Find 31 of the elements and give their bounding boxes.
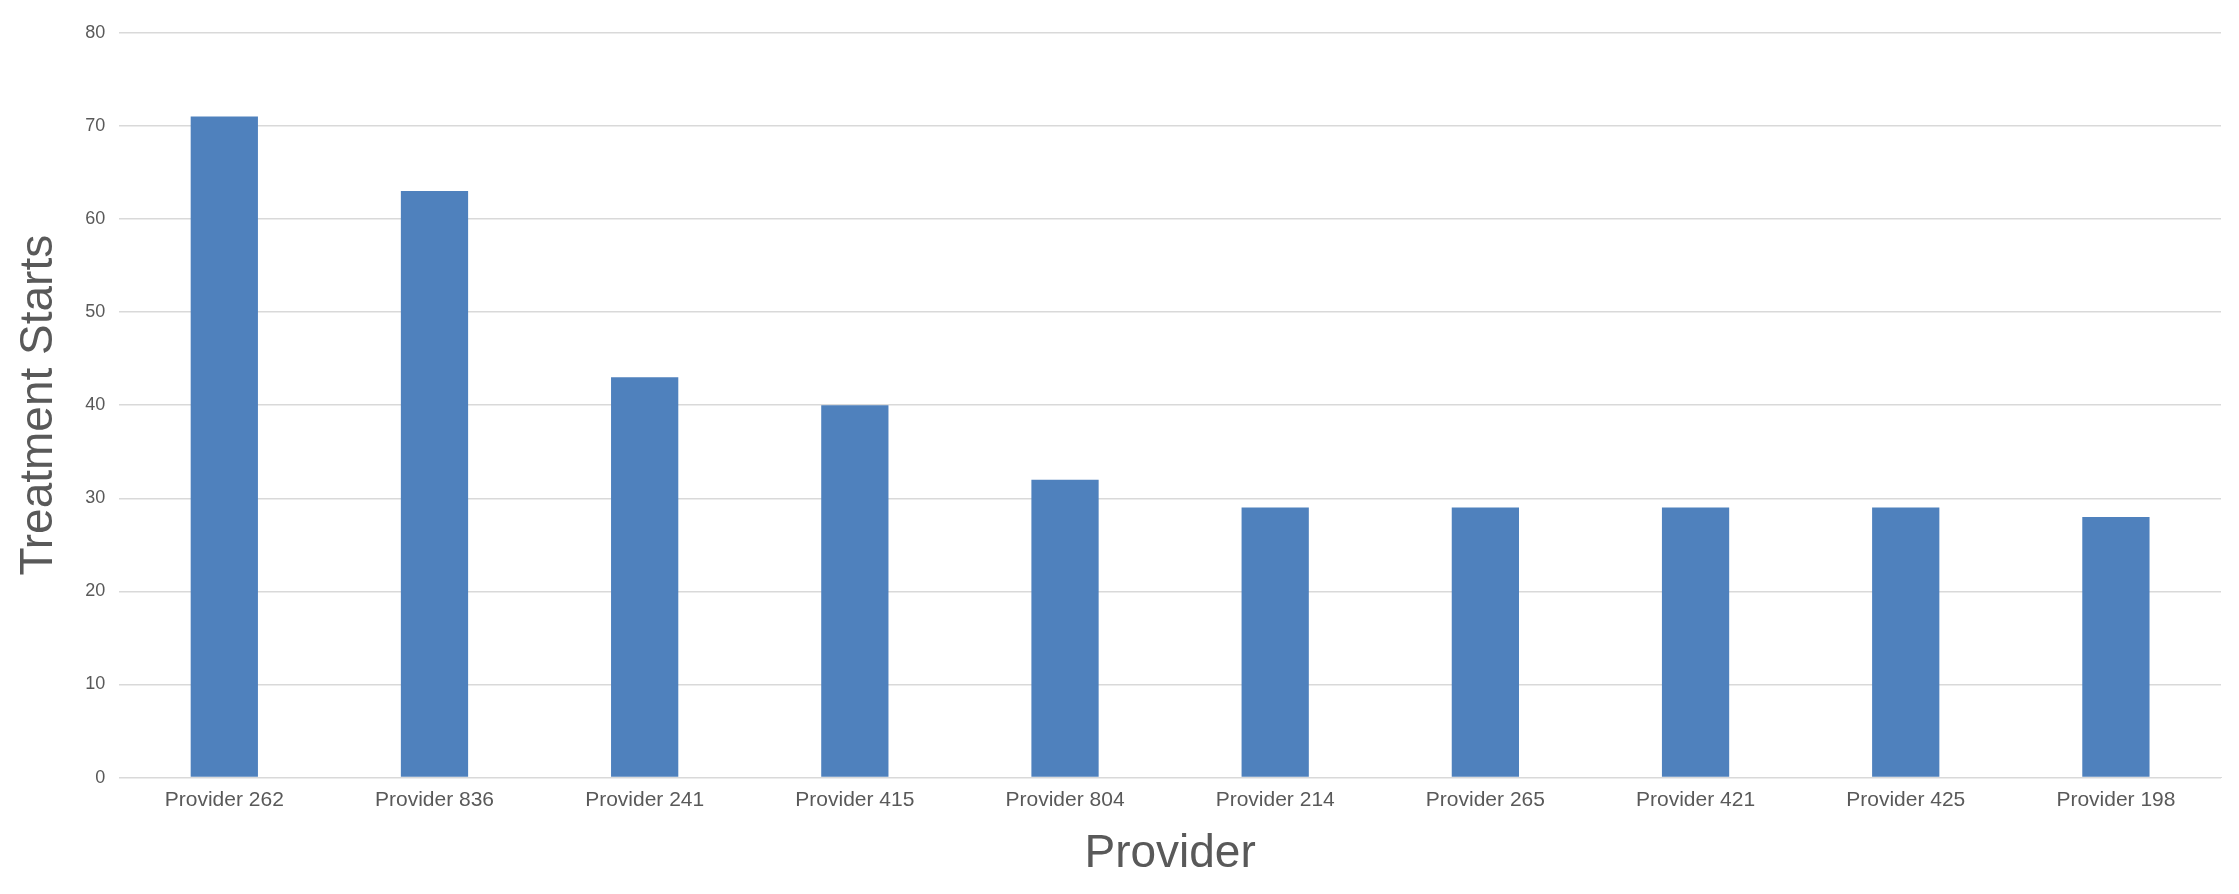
x-tick-label: Provider 425 — [1846, 787, 1966, 810]
x-tick-label: Provider 214 — [1215, 787, 1336, 810]
x-tick-label: Provider 198 — [2056, 787, 2176, 810]
y-tick-label: 20 — [85, 580, 106, 601]
bar — [1031, 479, 1099, 777]
x-tick-label: Provider 415 — [795, 787, 915, 810]
y-tick-label: 70 — [85, 114, 106, 135]
y-axis-title: Treatment Starts — [10, 234, 63, 576]
y-tick-label: 0 — [95, 766, 106, 787]
bar — [400, 191, 469, 777]
x-tick-label: Provider 804 — [1005, 787, 1125, 810]
bar — [190, 116, 258, 777]
bar — [1451, 507, 1520, 777]
bar — [1661, 507, 1730, 777]
bar — [821, 405, 889, 777]
y-tick-label: 10 — [85, 673, 106, 694]
x-tick-label: Provider 265 — [1425, 787, 1545, 810]
x-tick-label: Provider 836 — [374, 787, 495, 810]
bar — [1241, 507, 1309, 777]
x-tick-label: Provider 421 — [1636, 787, 1756, 810]
x-tick-label: Provider 262 — [164, 787, 284, 810]
bar — [2082, 516, 2150, 777]
y-tick-label: 30 — [85, 487, 106, 508]
y-tick-label: 80 — [85, 21, 106, 42]
bar — [1872, 507, 1940, 777]
y-tick-label: 60 — [85, 207, 106, 228]
x-axis-title: Provider — [1084, 825, 1256, 878]
x-tick-label: Provider 241 — [585, 787, 705, 810]
y-tick-label: 40 — [85, 394, 106, 415]
bar — [611, 377, 679, 777]
y-tick-label: 50 — [85, 301, 106, 322]
